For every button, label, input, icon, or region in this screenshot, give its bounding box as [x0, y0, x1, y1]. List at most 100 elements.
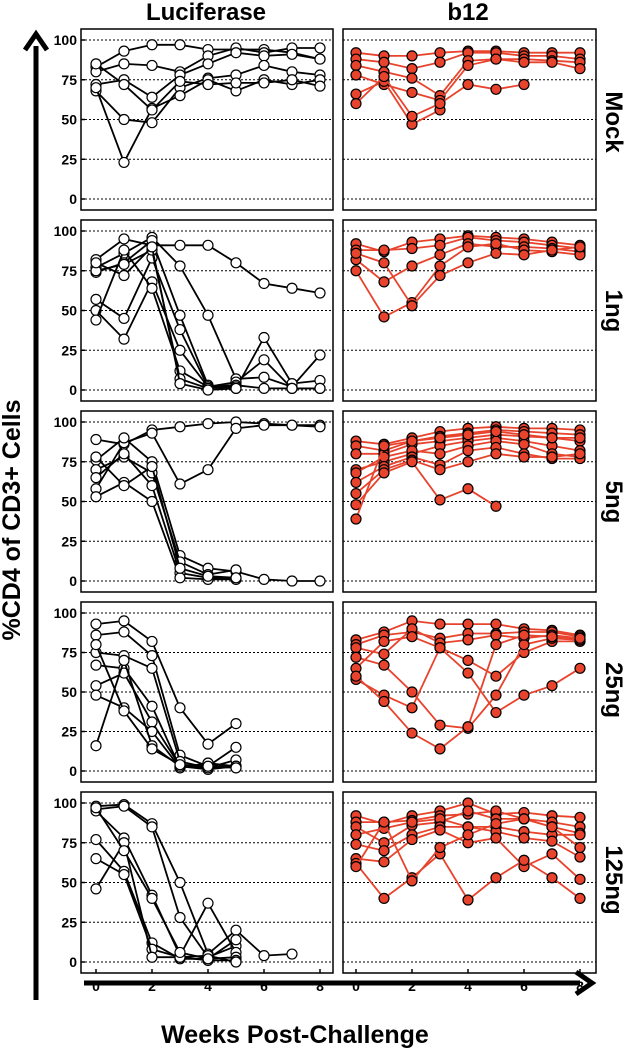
data-point: [406, 631, 418, 643]
series-path: [355, 246, 581, 308]
y-tick-label: 50: [61, 303, 77, 319]
data-point: [230, 257, 242, 269]
series-path: [95, 255, 320, 390]
column-title-luciferase: Luciferase: [146, 0, 266, 26]
data-point: [462, 59, 474, 72]
data-point: [286, 575, 298, 587]
series-line: [90, 638, 242, 774]
data-point: [490, 706, 502, 719]
data-point: [350, 651, 362, 663]
data-point: [490, 53, 502, 65]
data-point: [490, 638, 502, 651]
data-point: [350, 860, 362, 873]
series-line: [350, 75, 446, 130]
data-point: [314, 53, 326, 65]
data-point: [174, 478, 186, 490]
data-point: [574, 448, 586, 460]
data-point: [546, 872, 558, 884]
data-point: [462, 618, 474, 630]
series-path: [95, 805, 237, 959]
data-point: [314, 421, 326, 433]
panel-luciferase-125ng: 0 25 50 75 100 0 2 4 6 8: [54, 791, 334, 994]
data-point: [434, 47, 446, 59]
y-tick-label: 0: [69, 382, 77, 398]
data-point: [230, 47, 242, 59]
data-point: [574, 892, 586, 905]
series-path: [95, 807, 237, 960]
series-line: [90, 837, 242, 968]
data-point: [258, 77, 270, 89]
data-point: [174, 911, 186, 924]
data-point: [462, 721, 474, 733]
data-point: [230, 956, 242, 968]
data-point: [90, 433, 102, 446]
data-point: [174, 572, 186, 584]
data-point: [462, 829, 474, 841]
x-axis-arrowhead: [574, 969, 597, 997]
series-line: [90, 451, 242, 584]
data-point: [378, 467, 390, 479]
data-point: [574, 851, 586, 863]
data-point: [518, 689, 530, 701]
data-point: [350, 265, 362, 277]
data-point: [546, 631, 558, 643]
x-tick-label: 6: [520, 978, 528, 994]
row-label-1ng: 1ng: [600, 290, 627, 333]
data-point: [202, 239, 214, 251]
data-point: [490, 448, 502, 460]
data-point: [350, 642, 362, 654]
series-line: [350, 629, 586, 755]
data-point: [406, 727, 418, 739]
y-tick-label: 50: [61, 875, 77, 891]
data-point: [434, 824, 446, 836]
data-point: [574, 63, 586, 75]
data-point: [406, 63, 418, 75]
data-point: [518, 638, 530, 651]
data-point: [174, 39, 186, 51]
panel-b12-mock: [342, 28, 597, 211]
x-tick-label: 0: [92, 978, 100, 994]
data-point: [462, 483, 474, 495]
data-point: [230, 924, 242, 936]
data-point: [406, 110, 418, 122]
data-point: [490, 818, 502, 830]
series-path: [355, 460, 497, 508]
data-point: [118, 258, 130, 270]
data-point: [574, 662, 586, 674]
data-point: [118, 654, 130, 667]
data-point: [118, 705, 130, 717]
data-point: [546, 56, 558, 68]
data-point: [118, 156, 130, 169]
data-point: [406, 300, 418, 312]
data-point: [258, 419, 270, 431]
panels: 0 25 50 75 100 0 25 50 75 100 0 25 50 75 100 0 25 50 75 100…: [54, 28, 597, 994]
data-point: [174, 260, 186, 272]
data-point: [490, 618, 502, 630]
y-tick-label: 75: [61, 645, 77, 661]
data-point: [462, 894, 474, 906]
data-point: [314, 287, 326, 299]
data-point: [406, 816, 418, 828]
data-point: [118, 333, 130, 345]
data-point: [350, 476, 362, 489]
data-point: [406, 833, 418, 846]
x-tick-label: 4: [464, 978, 472, 994]
data-point: [462, 429, 474, 441]
data-point: [118, 78, 130, 91]
data-point: [350, 59, 362, 72]
data-point: [434, 260, 446, 272]
data-point: [118, 244, 130, 256]
data-point: [146, 716, 158, 728]
data-point: [434, 618, 446, 630]
data-point: [90, 853, 102, 865]
data-point: [174, 75, 186, 87]
data-point: [90, 629, 102, 641]
data-point: [378, 440, 390, 452]
y-tick-label: 75: [61, 835, 77, 851]
data-point: [174, 239, 186, 251]
data-point: [202, 760, 214, 772]
data-point: [118, 480, 130, 492]
data-point: [90, 740, 102, 752]
series-path: [355, 852, 581, 902]
